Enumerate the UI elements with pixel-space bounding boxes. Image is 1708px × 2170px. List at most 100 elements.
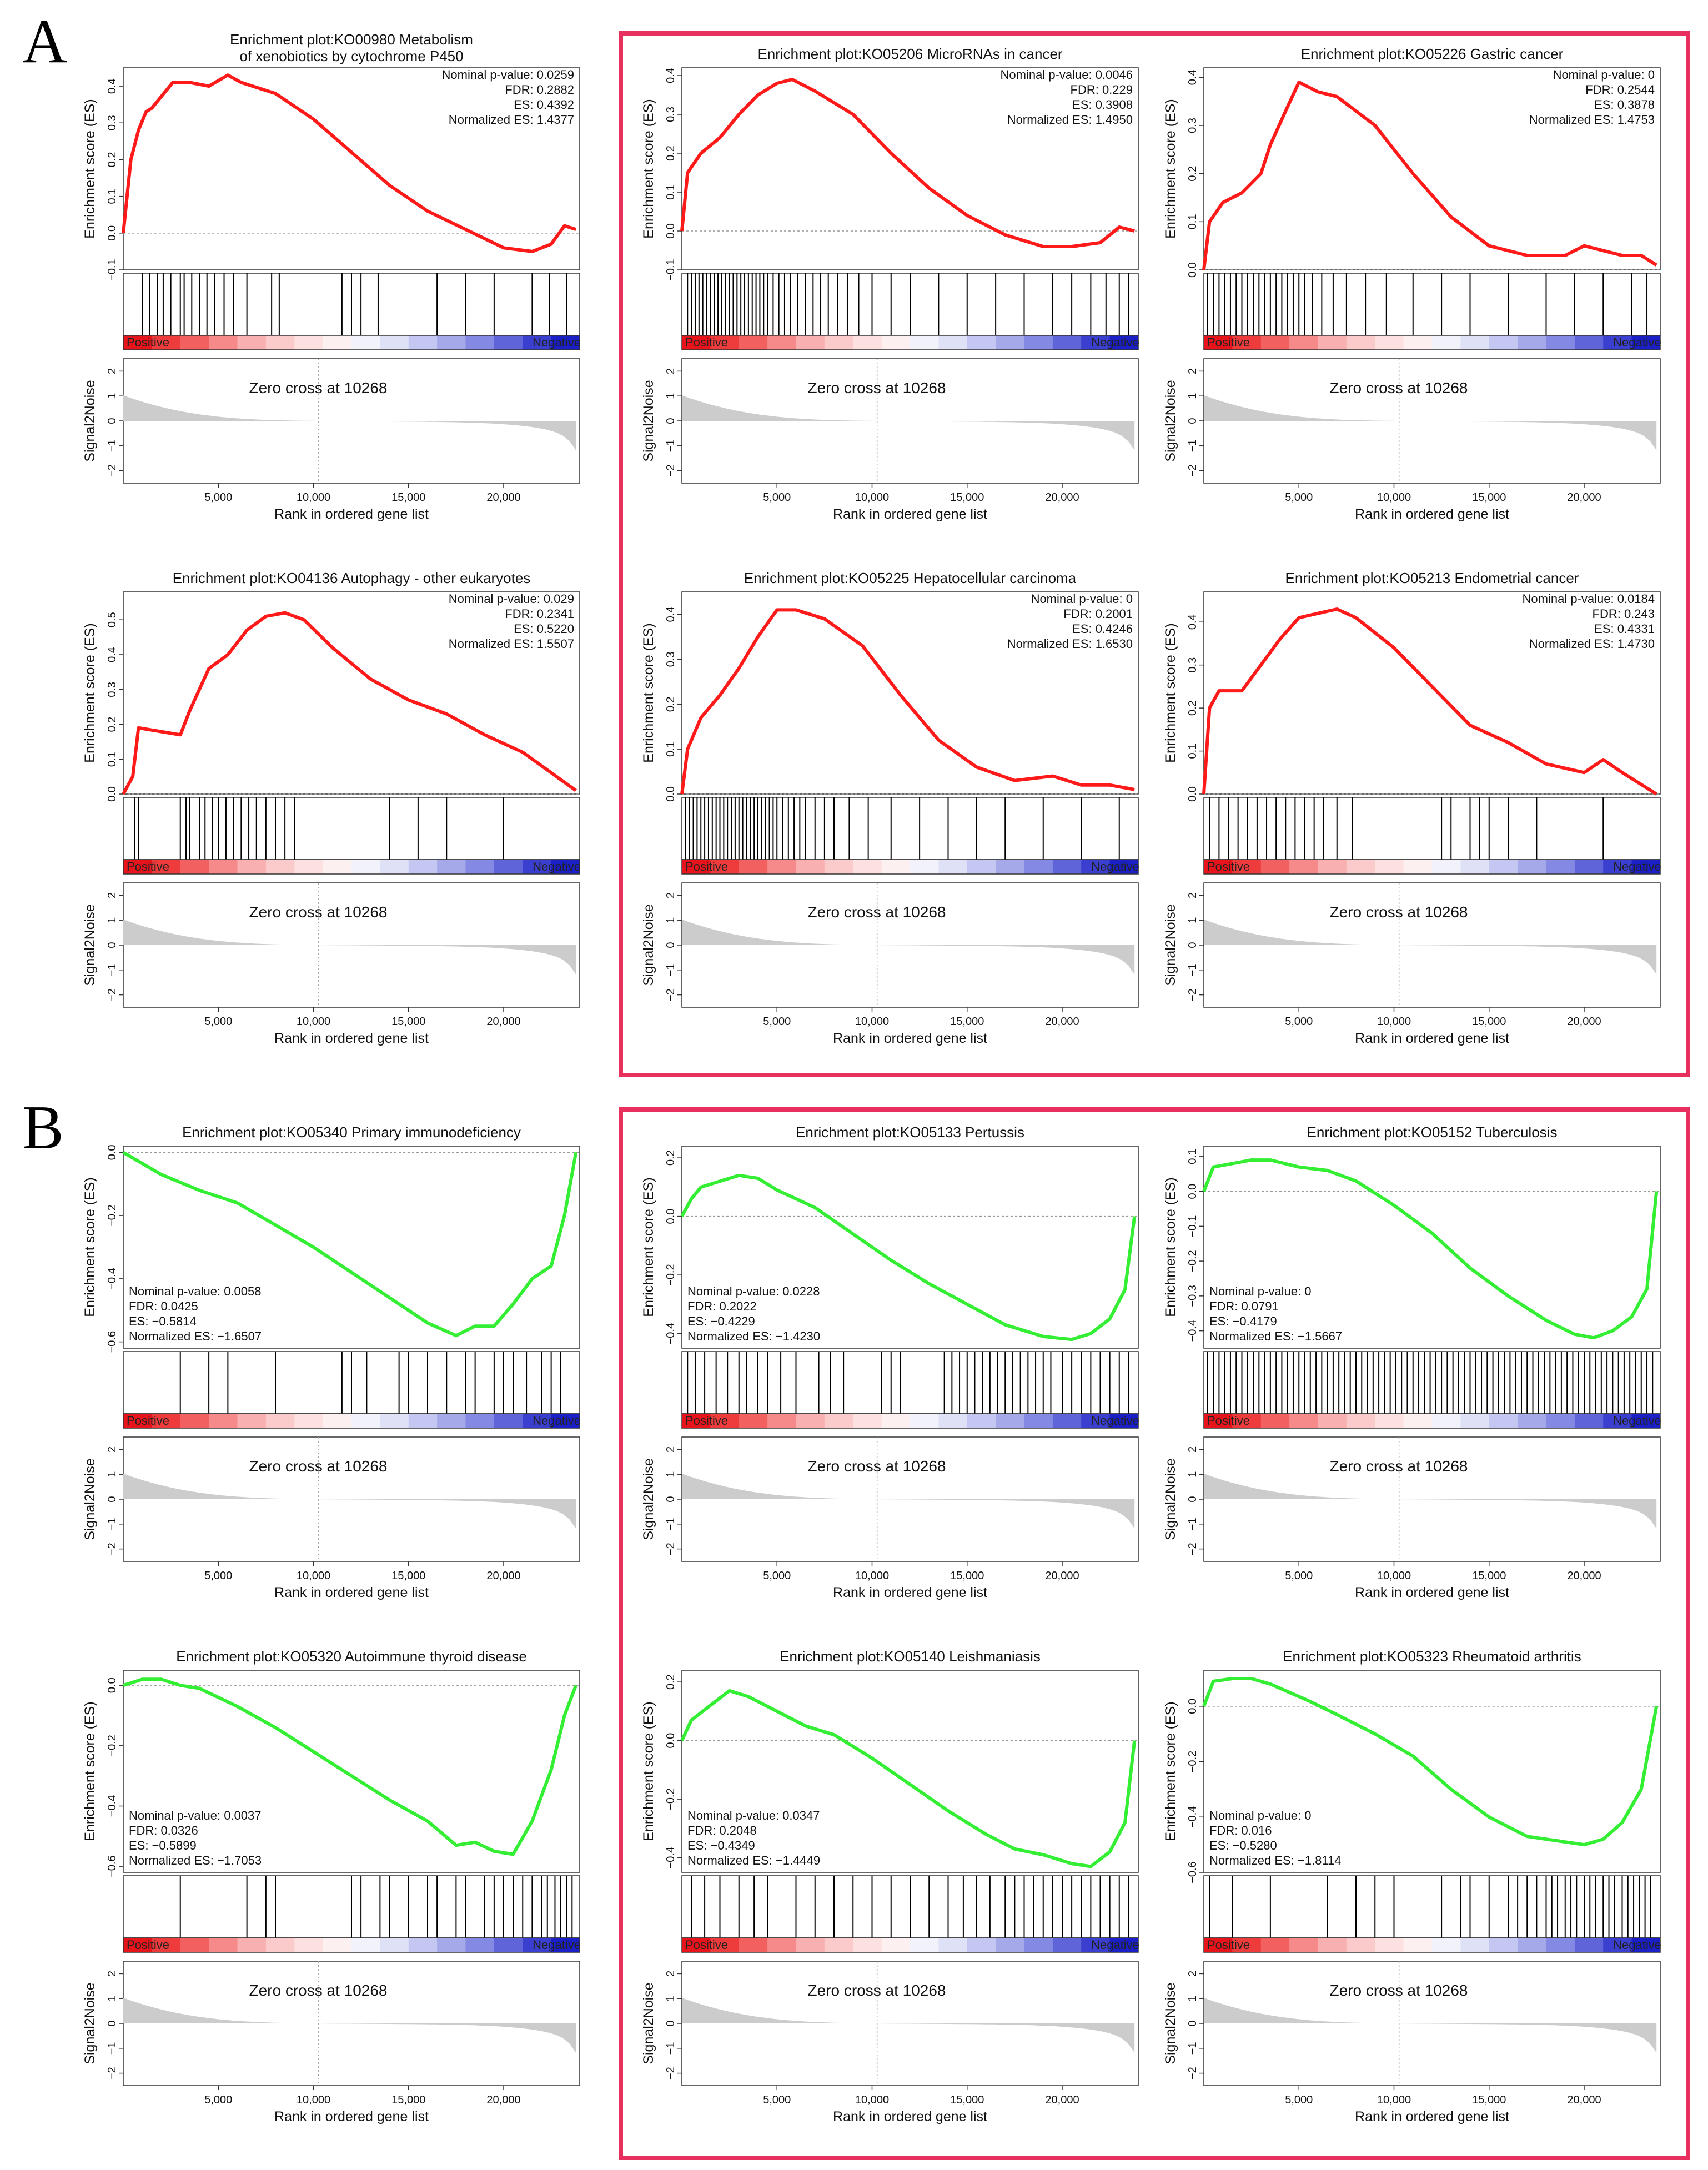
rank-color-segment	[1518, 1414, 1546, 1428]
negative-label: Negative	[1091, 1414, 1139, 1428]
s2n-axis-label: Signal2Noise	[1163, 1982, 1178, 2064]
rank-color-segment	[1489, 1414, 1518, 1428]
rank-color-segment	[1460, 860, 1490, 874]
stat-line: ES: −0.5899	[129, 1839, 197, 1852]
x-tick-label: 10,000	[855, 491, 889, 504]
rank-color-segment	[1432, 1414, 1461, 1428]
rank-color-segment	[551, 860, 580, 874]
rank-color-segment	[767, 1938, 796, 1952]
s2n-y-tick-label: 2	[106, 892, 118, 898]
es-y-tick-label: −0.2	[106, 1204, 118, 1226]
es-y-tick-label: −0.6	[106, 1331, 118, 1353]
rank-color-segment	[881, 335, 911, 350]
rank-color-segment	[265, 335, 295, 350]
x-axis-label: Rank in ordered gene list	[274, 1585, 429, 1600]
es-y-tick-label: 0.3	[1187, 118, 1199, 133]
s2n-y-tick-label: 2	[665, 1446, 677, 1453]
es-y-tick-label: 0.4	[665, 607, 677, 622]
rank-color-segment	[682, 860, 711, 874]
es-frame	[1203, 1146, 1661, 1349]
es-y-tick-label: 0.0	[665, 223, 677, 239]
x-tick-label: 15,000	[391, 1016, 425, 1028]
s2n-y-tick-label: −1	[106, 963, 118, 976]
rank-color-segment	[739, 1414, 768, 1428]
rank-color-segment	[996, 860, 1024, 874]
rank-color-segment	[1518, 1938, 1546, 1952]
es-y-tick-label: 0.2	[665, 1150, 677, 1166]
zero-cross-label: Zero cross at 10268	[1329, 903, 1468, 921]
rank-color-segment	[967, 1938, 996, 1952]
positive-label: Positive	[685, 335, 728, 349]
s2n-axis-label: Signal2Noise	[641, 1458, 656, 1540]
es-frame	[1203, 67, 1661, 270]
x-tick-label: 5,000	[763, 491, 791, 504]
rank-color-segment	[523, 1938, 552, 1952]
rank-color-segment	[465, 1414, 495, 1428]
s2n-y-tick-label: 1	[1187, 917, 1199, 923]
negative-label: Negative	[1091, 860, 1139, 873]
es-frame	[123, 67, 580, 270]
gsea-plot-p5: Enrichment plot:KO05225 Hepatocellular c…	[641, 570, 1139, 1046]
s2n-y-tick-label: −2	[1187, 988, 1199, 1001]
stat-line: Normalized ES: 1.4950	[1007, 113, 1133, 127]
rank-bar-frame	[1203, 1413, 1661, 1429]
stat-line: FDR: 0.2882	[505, 83, 574, 97]
rank-color-segment	[881, 1414, 911, 1428]
es-y-tick-label: −0.1	[665, 259, 677, 280]
rank-color-segment	[1346, 1938, 1375, 1952]
negative-label: Negative	[1613, 1938, 1661, 1952]
rank-color-segment	[1289, 335, 1318, 350]
s2n-y-tick-label: −1	[665, 439, 677, 452]
rank-color-segment	[1574, 335, 1604, 350]
rank-color-segment	[437, 1938, 466, 1952]
es-y-tick-label: 0.1	[1187, 1149, 1199, 1164]
stat-line: Nominal p-value: 0.029	[449, 592, 574, 606]
es-y-tick-label: 0.0	[106, 1144, 118, 1160]
negative-label: Negative	[533, 860, 581, 873]
zero-cross-label: Zero cross at 10268	[249, 903, 387, 921]
x-tick-label: 20,000	[1045, 2094, 1079, 2106]
rank-color-segment	[237, 860, 267, 874]
rank-color-segment	[967, 860, 996, 874]
rank-color-segment	[710, 1414, 740, 1428]
rank-color-segment	[1052, 1414, 1082, 1428]
rank-color-segment	[967, 1414, 996, 1428]
s2n-area	[682, 1997, 1135, 2053]
rank-color-segment	[323, 335, 352, 350]
rank-color-segment	[1346, 1414, 1375, 1428]
s2n-y-tick-label: −2	[665, 464, 677, 477]
rank-color-segment	[1403, 860, 1433, 874]
es-axis-label: Enrichment score (ES)	[82, 1701, 98, 1841]
rank-color-segment	[1289, 860, 1318, 874]
s2n-y-tick-label: 2	[665, 368, 677, 374]
s2n-axis-label: Signal2Noise	[82, 1458, 98, 1540]
stat-line: Nominal p-value: 0	[1209, 1809, 1311, 1822]
rank-color-segment	[1403, 1938, 1433, 1952]
es-axis-label: Enrichment score (ES)	[1163, 1177, 1178, 1317]
s2n-y-tick-label: 0	[106, 418, 118, 424]
rank-color-segment	[465, 1938, 495, 1952]
positive-label: Positive	[127, 860, 169, 873]
rank-color-segment	[437, 335, 466, 350]
es-y-tick-label: −0.4	[106, 1268, 118, 1289]
rank-color-segment	[351, 860, 380, 874]
s2n-y-tick-label: −1	[1187, 963, 1199, 976]
gsea-plot-p9: Enrichment plot:KO05152 Tuberculosis −0.4…	[1163, 1124, 1661, 1600]
rank-color-segment	[123, 1414, 152, 1428]
x-tick-label: 20,000	[1045, 1016, 1079, 1028]
s2n-area	[1204, 1997, 1657, 2053]
es-y-tick-label: 0.2	[1187, 700, 1199, 716]
stat-line: FDR: 0.2001	[1063, 607, 1133, 621]
rank-bar-frame	[1203, 859, 1661, 875]
s2n-y-tick-label: 1	[665, 1471, 677, 1478]
rank-color-segment	[1489, 335, 1518, 350]
es-y-tick-label: 0.3	[106, 115, 118, 130]
es-y-tick-label: 0.4	[1187, 69, 1199, 85]
plot-title: Enrichment plot:KO05340 Primary immunode…	[182, 1124, 521, 1141]
rank-color-segment	[1204, 335, 1233, 350]
rank-color-segment	[152, 1938, 181, 1952]
rank-color-segment	[351, 335, 380, 350]
stat-line: Normalized ES: 1.4377	[449, 113, 574, 127]
es-axis-label: Enrichment score (ES)	[1163, 623, 1178, 762]
rank-color-segment	[1631, 1414, 1661, 1428]
